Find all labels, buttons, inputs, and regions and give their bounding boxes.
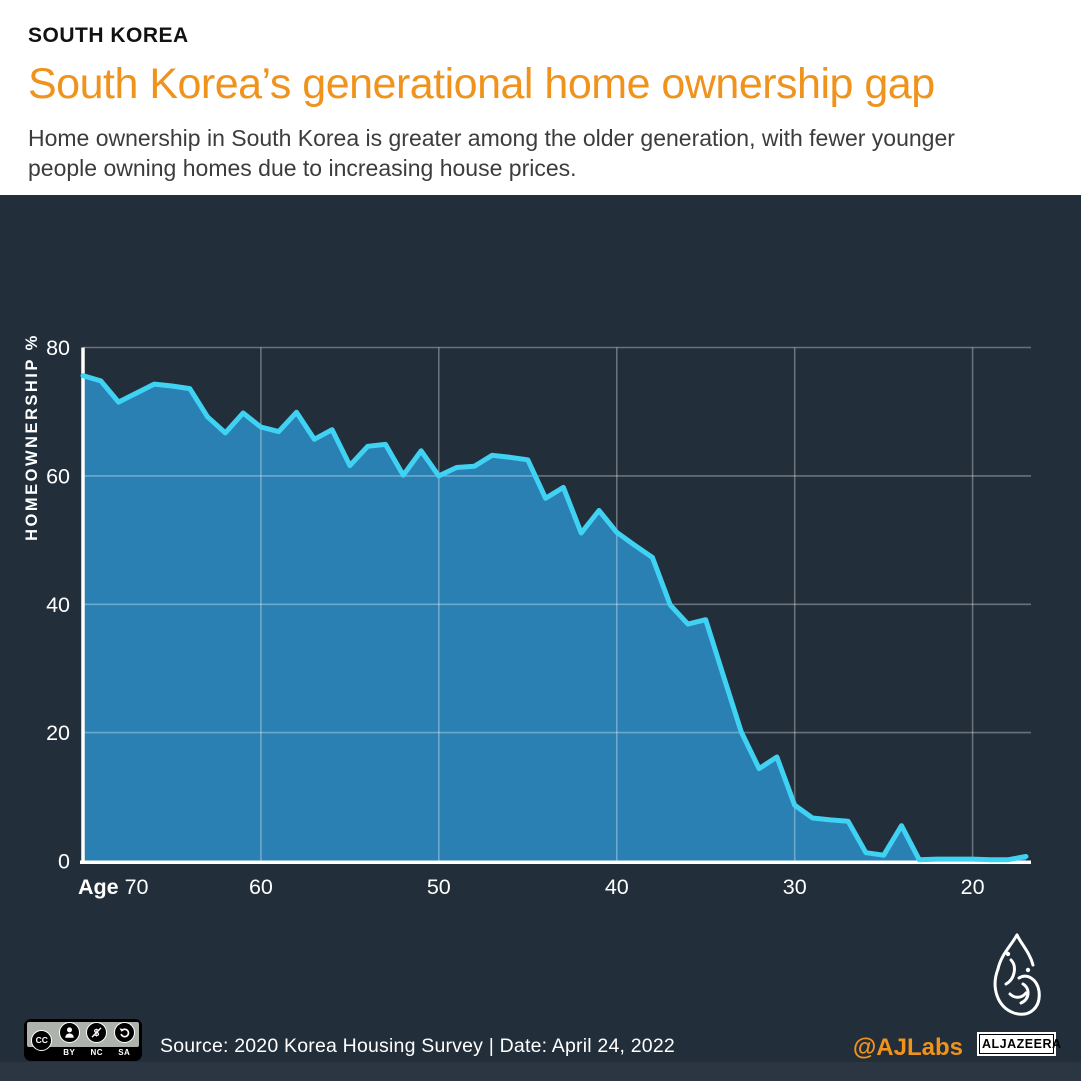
x-tick-label: 30: [783, 875, 807, 899]
x-tick-label: 60: [249, 875, 273, 899]
aljazeera-calligraphy-icon: [993, 933, 1041, 1016]
y-tick-label: 60: [46, 464, 70, 488]
x-tick-label: 20: [961, 875, 985, 899]
eyebrow-label: SOUTH KOREA: [28, 24, 189, 47]
area-chart: 0 20 40 60 80 Age 70 60 50 40 30 20 HOMEOWNERSHIP %: [23, 333, 1031, 899]
y-tick-label: 40: [46, 593, 70, 617]
subtitle: Home ownership in South Korea is greater…: [28, 125, 955, 181]
chart-section: 0 20 40 60 80 Age 70 60 50 40 30 20 HOMEOWNERSHIP %…: [0, 195, 1081, 1081]
bottom-strip: [0, 1062, 1081, 1081]
cc-sa-arrow-icon: [113, 1022, 135, 1043]
x-tick-label: 50: [427, 875, 451, 899]
y-axis-title: HOMEOWNERSHIP %: [23, 333, 41, 541]
y-tick-label: 80: [46, 336, 70, 360]
x-tick-label: 40: [605, 875, 629, 899]
cc-icon: CC: [31, 1029, 53, 1051]
page-title: South Korea’s generational home ownershi…: [28, 60, 935, 108]
cc-license-badge: CC $: [24, 1019, 142, 1061]
cc-nc-label: NC: [90, 1048, 104, 1057]
source-text: Source: 2020 Korea Housing Survey | Date…: [160, 1035, 675, 1057]
ajlabs-handle: @AJLabs: [852, 1034, 963, 1061]
aljazeera-wordmark-box: ALJAZEERA: [977, 1032, 1061, 1056]
cc-by-label: BY: [63, 1048, 76, 1057]
svg-text:$: $: [94, 1028, 100, 1039]
cc-nc-dollar-icon: $: [86, 1022, 108, 1043]
cc-sa-label: SA: [118, 1048, 131, 1057]
area-fill: [83, 375, 1026, 863]
cc-by-person-icon: [58, 1022, 80, 1043]
x-axis-age-label: Age 70: [78, 875, 149, 899]
y-tick-label: 0: [58, 850, 70, 874]
aljazeera-logo: ALJAZEERA: [977, 932, 1061, 1056]
y-tick-label: 20: [46, 721, 70, 745]
header: SOUTH KOREA South Korea’s generational h…: [28, 24, 1055, 183]
aljazeera-wordmark: ALJAZEERA: [979, 1034, 1061, 1054]
data-line: [80, 373, 1029, 863]
